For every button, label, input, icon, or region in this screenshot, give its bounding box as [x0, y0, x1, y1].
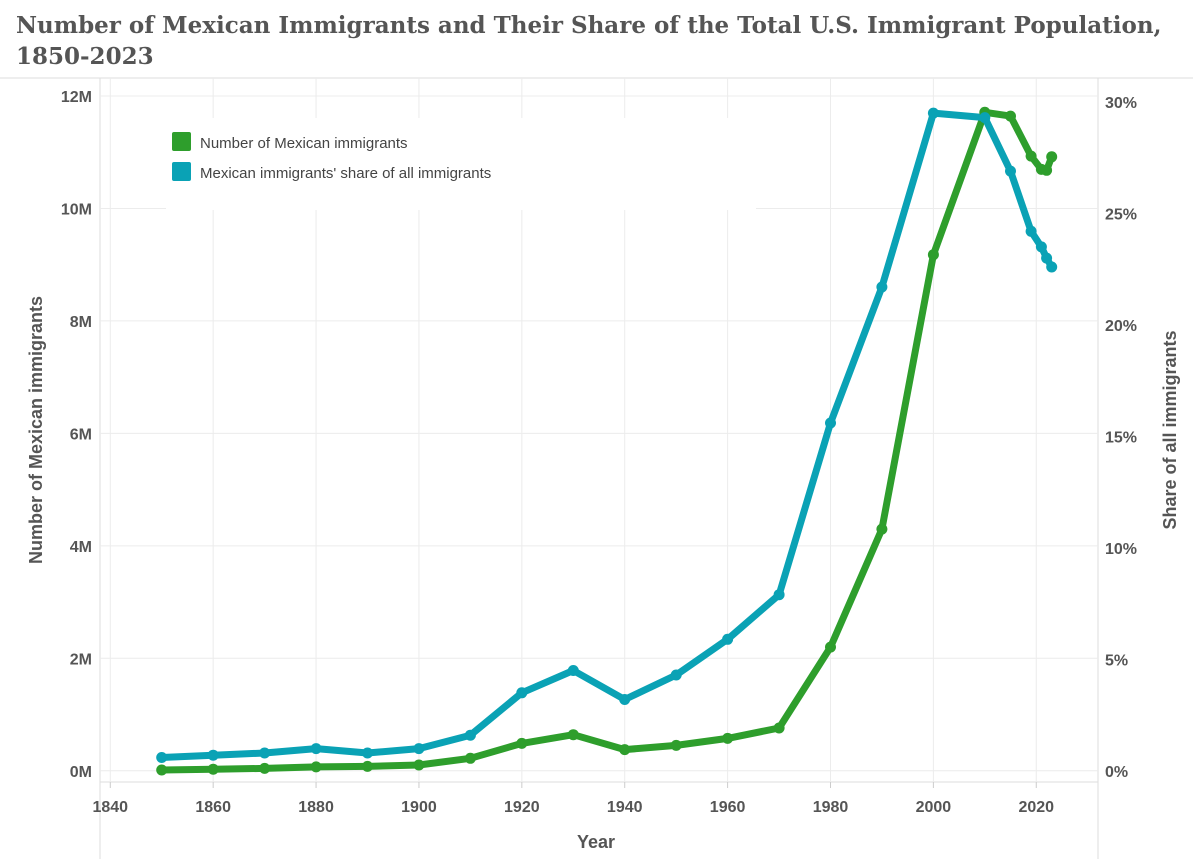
- data-point-series-2: [362, 747, 373, 759]
- series-line-1: [158, 108, 1056, 774]
- x-tick-label: 1840: [92, 799, 128, 816]
- chart-title: Number of Mexican Immigrants and Their S…: [16, 12, 1162, 70]
- y-right-tick-label: 0%: [1105, 764, 1128, 781]
- data-point-series-2: [207, 749, 219, 761]
- data-point-series-2: [413, 743, 425, 755]
- data-point-series-1: [413, 759, 425, 771]
- data-point-series-2: [927, 107, 939, 119]
- data-point-series-2: [310, 743, 322, 755]
- data-point-series-1: [927, 249, 939, 261]
- legend-label: Mexican immigrants' share of all immigra…: [200, 165, 491, 182]
- data-point-series-1: [362, 760, 373, 772]
- data-point-series-2: [1025, 225, 1037, 237]
- x-tick-label: 2000: [916, 799, 952, 816]
- y-right-tick-label: 15%: [1105, 429, 1137, 446]
- data-point-series-1: [670, 739, 682, 751]
- y-right-tick-label: 5%: [1105, 652, 1128, 669]
- legend: Number of Mexican immigrants Mexican immi…: [172, 132, 491, 182]
- data-point-series-1: [876, 523, 888, 535]
- data-point-series-2: [567, 665, 579, 676]
- data-point-series-1: [156, 764, 168, 776]
- data-point-series-2: [876, 281, 888, 293]
- plot-frame: [0, 77, 1193, 859]
- data-point-series-1: [825, 641, 836, 653]
- data-point-series-2: [156, 752, 168, 763]
- axis-titles: Year Number of Mexican immigrants Share of…: [26, 296, 1180, 852]
- x-axis-title: Year: [577, 832, 615, 852]
- legend-swatch: [172, 132, 191, 151]
- series-lines: [158, 108, 1056, 774]
- data-point-series-1: [619, 744, 631, 756]
- y-left-tick-label: 4M: [70, 539, 92, 556]
- x-tick-label: 1920: [504, 799, 540, 816]
- series-points: [156, 106, 1058, 776]
- y-right-tick-label: 30%: [1105, 95, 1137, 112]
- data-point-series-2: [773, 589, 785, 601]
- y-right-tick-label: 10%: [1105, 541, 1137, 558]
- x-tick-label: 1960: [710, 799, 746, 816]
- x-tick-label: 1860: [195, 799, 231, 816]
- data-point-series-2: [464, 729, 476, 741]
- data-point-series-2: [1041, 252, 1053, 264]
- data-point-series-2: [1046, 261, 1058, 273]
- data-point-series-1: [464, 752, 476, 764]
- legend-label: Number of Mexican immigrants: [200, 135, 408, 152]
- data-point-series-1: [310, 761, 322, 773]
- y-left-tick-label: 6M: [70, 426, 92, 443]
- data-point-series-2: [979, 112, 991, 124]
- legend-background: [166, 118, 756, 210]
- y-right-axis-title: Share of all immigrants: [1160, 330, 1180, 529]
- data-point-series-1: [1005, 110, 1016, 122]
- x-tick-label: 1900: [401, 799, 437, 816]
- y-left-tick-label: 0M: [70, 764, 92, 781]
- data-point-series-2: [1005, 165, 1016, 177]
- x-tick-label: 1940: [607, 799, 643, 816]
- data-point-series-1: [259, 762, 271, 774]
- y-left-tick-label: 10M: [61, 201, 92, 218]
- x-tick-label: 1880: [298, 799, 334, 816]
- data-point-series-2: [516, 687, 528, 699]
- y-left-tick-label: 2M: [70, 651, 92, 668]
- x-tick-label: 1980: [813, 799, 849, 816]
- series-line-2: [158, 109, 1056, 761]
- data-point-series-2: [619, 694, 631, 705]
- data-point-series-1: [1046, 151, 1058, 163]
- y-left-tick-label: 8M: [70, 314, 92, 331]
- tick-labels: 0M 2M 4M 6M 8M 10M 12M 1840 1860 1880 1900 1920 1940…: [61, 89, 1137, 816]
- y-left-tick-label: 12M: [61, 89, 92, 106]
- data-point-series-1: [207, 763, 219, 775]
- legend-swatch: [172, 162, 191, 181]
- data-point-series-1: [722, 732, 734, 744]
- y-right-tick-label: 20%: [1105, 318, 1137, 335]
- data-point-series-1: [567, 729, 579, 741]
- data-point-series-1: [516, 737, 528, 749]
- data-point-series-1: [773, 722, 785, 734]
- data-point-series-2: [722, 633, 734, 645]
- data-point-series-2: [1035, 241, 1047, 253]
- data-point-series-1: [1041, 164, 1053, 176]
- x-tick-label: 2020: [1018, 799, 1054, 816]
- data-point-series-2: [259, 747, 271, 759]
- y-right-tick-label: 25%: [1105, 206, 1137, 223]
- data-point-series-2: [670, 669, 682, 681]
- legend-box: [166, 118, 756, 210]
- data-point-series-1: [1025, 150, 1037, 162]
- data-point-series-2: [825, 417, 836, 429]
- y-left-axis-title: Number of Mexican immigrants: [26, 296, 46, 564]
